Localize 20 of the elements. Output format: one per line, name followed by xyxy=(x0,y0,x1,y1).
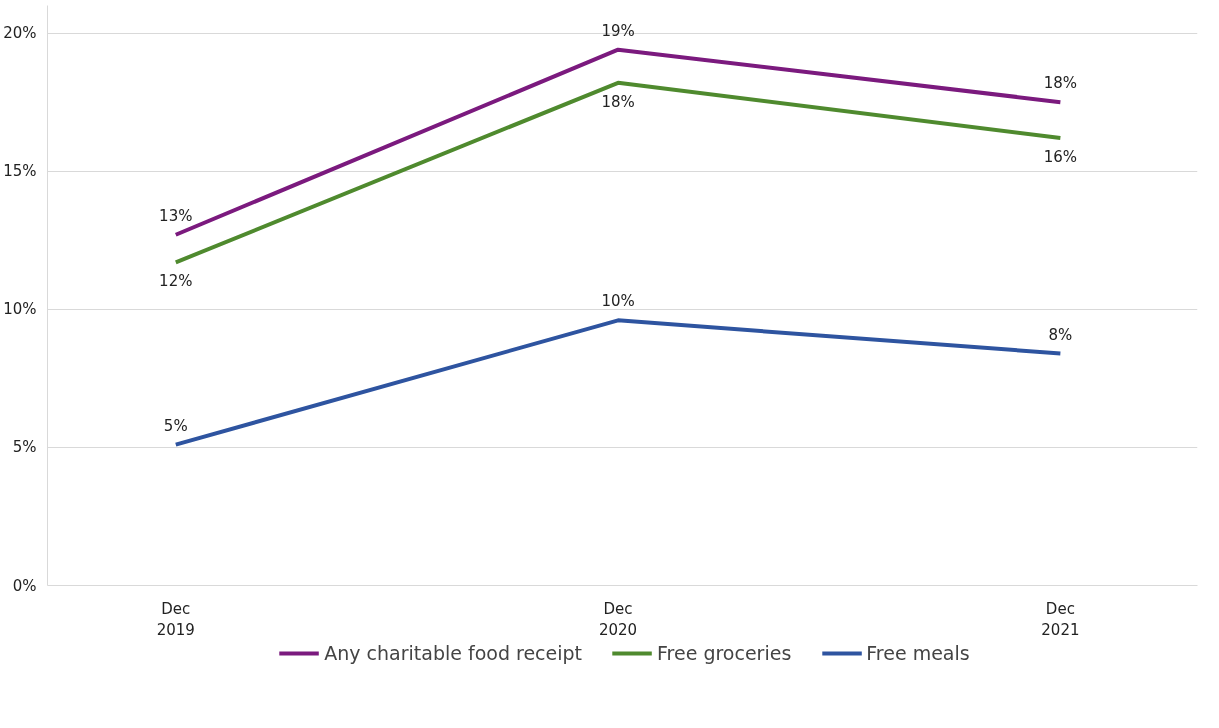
data-label: 16% xyxy=(1043,148,1078,167)
x-tick-label: Dec 2020 xyxy=(598,599,638,640)
data-label: 10% xyxy=(601,292,635,311)
legend-label: Any charitable food receipt xyxy=(324,642,583,664)
data-label: 19% xyxy=(601,21,635,40)
x-tick-label: Dec 2021 xyxy=(1041,599,1080,640)
data-label: 8% xyxy=(1048,325,1073,344)
y-tick-label: 5% xyxy=(12,438,37,457)
x-tick-label: Dec 2019 xyxy=(156,599,195,640)
data-label: 13% xyxy=(159,206,193,225)
data-label: 18% xyxy=(601,92,635,111)
y-tick-label: 0% xyxy=(12,576,37,595)
legend-label: Free meals xyxy=(866,642,970,664)
data-label: 5% xyxy=(163,416,188,435)
data-label: 12% xyxy=(159,272,193,291)
y-tick-label: 10% xyxy=(3,300,37,319)
y-tick-label: 15% xyxy=(3,162,37,181)
legend-label: Free groceries xyxy=(657,642,792,664)
data-label: 18% xyxy=(1043,74,1078,93)
y-tick-label: 20% xyxy=(3,24,37,43)
